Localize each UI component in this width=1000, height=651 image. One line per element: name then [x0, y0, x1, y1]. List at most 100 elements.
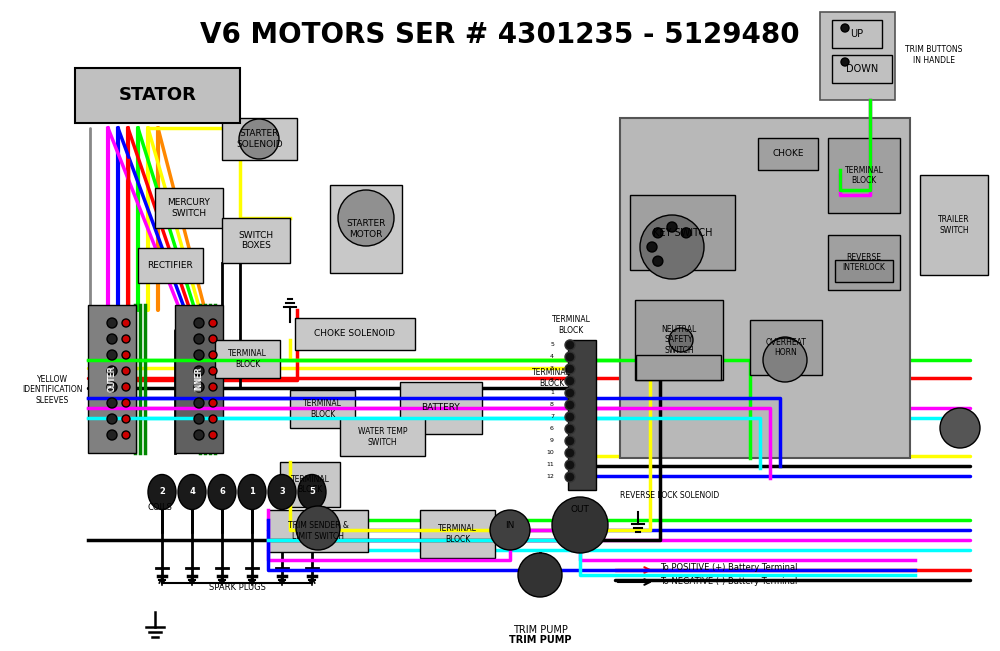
Text: SPARK PLUGS: SPARK PLUGS	[209, 583, 265, 592]
Bar	[630, 195, 735, 270]
Circle shape	[209, 383, 217, 391]
Text: STATOR: STATOR	[119, 87, 196, 105]
Circle shape	[565, 388, 575, 398]
Text: 3: 3	[279, 488, 285, 497]
Text: STARTER
SOLENOID: STARTER SOLENOID	[236, 130, 283, 148]
Circle shape	[565, 448, 575, 458]
Circle shape	[194, 350, 204, 360]
Ellipse shape	[148, 475, 176, 510]
Bar	[620, 118, 910, 458]
Text: 6: 6	[550, 426, 554, 432]
Text: TRIM PUMP: TRIM PUMP	[509, 635, 571, 645]
Circle shape	[122, 399, 130, 407]
Circle shape	[209, 335, 217, 343]
Text: OUTER: OUTER	[108, 366, 116, 392]
Text: TERMINAL
BLOCK: TERMINAL BLOCK	[532, 368, 571, 388]
Circle shape	[209, 399, 217, 407]
Circle shape	[841, 58, 849, 66]
Circle shape	[107, 382, 117, 392]
Circle shape	[107, 334, 117, 344]
Bar	[280, 462, 340, 507]
Circle shape	[122, 431, 130, 439]
Text: 5: 5	[309, 488, 315, 497]
Circle shape	[194, 398, 204, 408]
Text: 1: 1	[550, 391, 554, 396]
Text: REVERSE
INTERLOCK: REVERSE INTERLOCK	[843, 253, 885, 272]
Circle shape	[565, 472, 575, 482]
Circle shape	[841, 24, 849, 32]
Circle shape	[107, 318, 117, 328]
Text: CHOKE SOLENOID: CHOKE SOLENOID	[314, 329, 396, 339]
Circle shape	[122, 351, 130, 359]
Circle shape	[647, 242, 657, 252]
Ellipse shape	[208, 475, 236, 510]
Circle shape	[209, 319, 217, 327]
Text: KEY SWITCH: KEY SWITCH	[653, 227, 712, 238]
Text: YELLOW
IDENTIFICATION
SLEEVES: YELLOW IDENTIFICATION SLEEVES	[22, 375, 82, 405]
Circle shape	[565, 340, 575, 350]
Bar	[138, 248, 203, 283]
Circle shape	[565, 352, 575, 362]
Bar	[835, 260, 893, 282]
Text: 11: 11	[546, 462, 554, 467]
Circle shape	[565, 364, 575, 374]
Text: 3: 3	[550, 367, 554, 372]
Circle shape	[767, 337, 803, 373]
Circle shape	[239, 119, 279, 159]
Bar	[222, 118, 297, 160]
Circle shape	[565, 376, 575, 386]
Text: RECTIFIER: RECTIFIER	[148, 261, 193, 270]
Text: NEUTRAL
SAFETY
SWITCH: NEUTRAL SAFETY SWITCH	[661, 325, 697, 355]
Text: TERMINAL
BLOCK: TERMINAL BLOCK	[303, 399, 342, 419]
Ellipse shape	[268, 475, 296, 510]
Bar	[295, 318, 415, 350]
Bar	[635, 300, 723, 380]
Text: 10: 10	[546, 450, 554, 456]
Text: INNER: INNER	[194, 367, 204, 391]
Text: 8: 8	[550, 402, 554, 408]
Circle shape	[209, 351, 217, 359]
Circle shape	[565, 460, 575, 470]
Text: TRAILER
SWITCH: TRAILER SWITCH	[938, 215, 970, 235]
Circle shape	[209, 367, 217, 375]
Text: DOWN: DOWN	[846, 64, 878, 74]
Circle shape	[194, 318, 204, 328]
Circle shape	[194, 366, 204, 376]
Circle shape	[653, 256, 663, 266]
Bar	[400, 382, 482, 434]
Circle shape	[669, 328, 693, 352]
Circle shape	[763, 338, 807, 382]
Text: WATER TEMP
SWITCH: WATER TEMP SWITCH	[358, 427, 407, 447]
Text: IN: IN	[505, 521, 515, 529]
Text: 2: 2	[159, 488, 165, 497]
Text: 7: 7	[550, 415, 554, 419]
Circle shape	[552, 497, 608, 553]
Text: REVERSE LOCK SOLENOID: REVERSE LOCK SOLENOID	[620, 492, 719, 501]
Ellipse shape	[298, 475, 326, 510]
Text: TERMINAL
BLOCK: TERMINAL BLOCK	[228, 350, 267, 368]
Bar	[636, 355, 721, 380]
Circle shape	[122, 367, 130, 375]
Bar	[832, 55, 892, 83]
Bar	[222, 218, 290, 263]
Text: OUTER: OUTER	[108, 365, 116, 391]
Circle shape	[194, 414, 204, 424]
Circle shape	[490, 510, 530, 550]
Text: 9: 9	[550, 439, 554, 443]
Bar	[758, 138, 818, 170]
Bar	[175, 305, 223, 453]
Bar	[290, 390, 355, 428]
Text: CHOKE: CHOKE	[772, 150, 804, 158]
Text: To POSITIVE (+) Battery Terminal: To POSITIVE (+) Battery Terminal	[660, 564, 798, 572]
Circle shape	[518, 553, 562, 597]
Circle shape	[640, 215, 704, 279]
Text: 5: 5	[550, 342, 554, 348]
Bar	[828, 235, 900, 290]
Circle shape	[122, 415, 130, 423]
Text: To NEGATIVE (-) Battery Terminal: To NEGATIVE (-) Battery Terminal	[660, 577, 797, 587]
Text: COILS: COILS	[148, 503, 173, 512]
Bar	[820, 12, 895, 100]
Text: V6 MOTORS SER # 4301235 - 5129480: V6 MOTORS SER # 4301235 - 5129480	[200, 21, 800, 49]
Bar	[268, 510, 368, 552]
Bar	[155, 188, 223, 228]
